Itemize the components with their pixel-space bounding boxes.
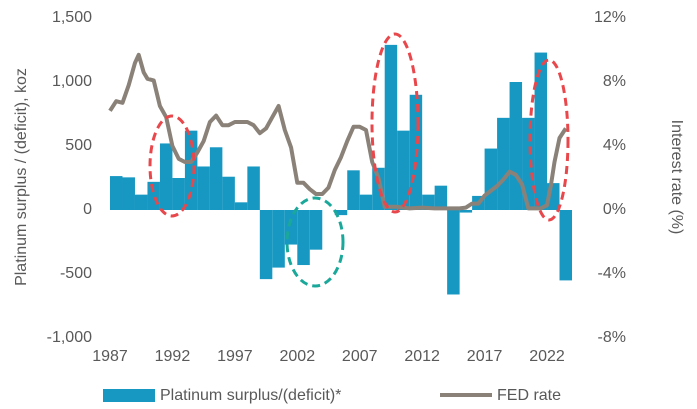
legend-swatch — [103, 389, 155, 402]
bar — [197, 166, 210, 210]
x-tick-label: 1997 — [217, 348, 253, 365]
y-tick-label: -1,000 — [47, 329, 92, 346]
bar — [122, 177, 135, 210]
y2-tick-label: 4% — [603, 137, 626, 154]
bar — [334, 210, 348, 216]
line — [108, 52, 568, 211]
bar — [134, 194, 148, 210]
bar — [159, 143, 173, 210]
y2-tick-label: 12% — [594, 9, 626, 26]
x-tick-label: 2022 — [529, 348, 565, 365]
bar — [172, 178, 185, 210]
bar — [359, 194, 373, 210]
y2-tick-label: -8% — [598, 329, 626, 346]
bar — [397, 130, 410, 210]
x-tick-label: 2012 — [404, 348, 440, 365]
highlight — [528, 58, 570, 222]
bar — [247, 166, 260, 210]
y2-tick-label: 0% — [603, 201, 626, 218]
bar — [534, 52, 548, 211]
y-tick-label: -500 — [60, 265, 92, 282]
bar — [297, 210, 310, 266]
bar — [309, 210, 323, 250]
highlight — [370, 32, 420, 214]
y2-axis-label: Interest rate (%) — [668, 120, 685, 235]
legend-label: Platinum surplus/(deficit)* — [160, 387, 341, 404]
x-tick-label: 2017 — [467, 348, 503, 365]
bar — [497, 117, 510, 210]
bar — [459, 210, 473, 213]
y-tick-label: 1,500 — [52, 9, 92, 26]
bar — [184, 130, 198, 210]
bar — [447, 210, 460, 295]
bar — [284, 210, 298, 245]
bar — [209, 147, 223, 210]
bar — [222, 176, 235, 210]
y-tick-label: 1,000 — [52, 73, 92, 90]
y2-tick-label: -4% — [598, 265, 626, 282]
bar — [384, 44, 398, 210]
highlight — [285, 196, 345, 288]
bar — [434, 185, 448, 210]
x-tick-label: 1992 — [155, 348, 191, 365]
bar — [110, 176, 123, 210]
bar — [259, 210, 273, 280]
y-tick-label: 0 — [83, 201, 92, 218]
legend-label: FED rate — [497, 387, 561, 404]
bar — [347, 170, 360, 210]
x-tick-label: 2007 — [342, 348, 378, 365]
y-axis-label: Platinum surplus / (deficit), koz — [13, 68, 30, 286]
bar — [234, 202, 248, 210]
x-tick-label: 2002 — [280, 348, 316, 365]
y-tick-label: 500 — [65, 137, 92, 154]
bar — [484, 148, 498, 210]
bar — [147, 181, 160, 210]
highlight — [148, 114, 196, 218]
bar — [509, 82, 523, 210]
plot: -1,000 -500 0 500 1,000 1,500 -8% -4% 0% 4% 8% 12% 1… — [47, 9, 626, 365]
x-tick-label: 1987 — [92, 348, 128, 365]
bar — [559, 210, 572, 281]
bar — [272, 210, 285, 268]
y2-tick-label: 8% — [603, 73, 626, 90]
